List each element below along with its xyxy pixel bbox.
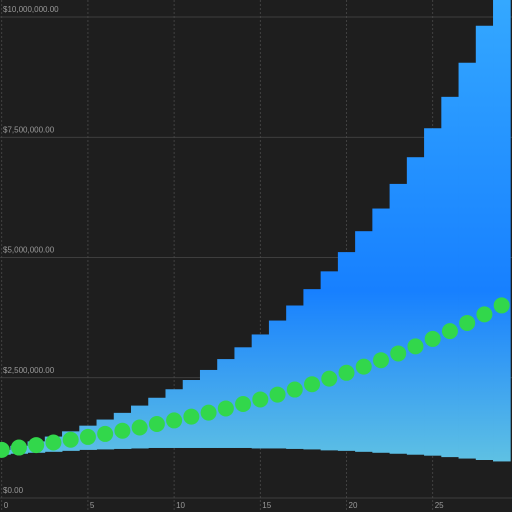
x-tick-label: 20 (349, 501, 358, 510)
median-dot (338, 364, 355, 381)
range-bar (389, 183, 408, 454)
median-dot (235, 396, 252, 413)
median-dot (166, 412, 183, 429)
median-dot (28, 437, 45, 454)
y-tick-label: $5,000,000.00 (3, 246, 55, 255)
y-tick-label: $0.00 (3, 486, 24, 495)
median-dot (407, 338, 424, 355)
range-bar (458, 62, 477, 459)
x-tick-label: 5 (90, 501, 95, 510)
x-tick-label: 15 (262, 501, 271, 510)
median-dot (62, 431, 79, 448)
median-dot (183, 408, 200, 425)
median-dot (114, 422, 131, 439)
range-bar (493, 0, 511, 462)
marks (0, 0, 511, 462)
median-dot (321, 370, 338, 387)
median-dot (372, 352, 389, 369)
median-dot (97, 425, 114, 442)
median-dot (355, 358, 372, 375)
range-bar (286, 305, 304, 449)
x-tick-label: 25 (435, 501, 444, 510)
median-dot (493, 297, 510, 314)
median-dot (200, 404, 217, 421)
median-dot (131, 419, 148, 436)
range-bar (355, 231, 373, 452)
median-dot (441, 323, 458, 340)
labels: $0.00 $2,500,000.00 $5,000,000.00 $7,500,00… (3, 5, 444, 510)
median-dot (45, 434, 62, 451)
median-dot (459, 314, 476, 331)
median-dot (217, 400, 234, 417)
range-bar (475, 25, 494, 461)
range-bar (441, 96, 459, 458)
x-tick-label: 10 (176, 501, 185, 510)
median-dot (10, 439, 27, 456)
median-dot (79, 428, 96, 445)
range-bar (424, 128, 442, 456)
range-bar (303, 289, 322, 450)
range-bar (337, 252, 356, 451)
median-dot (424, 330, 441, 347)
y-tick-label: $7,500,000.00 (3, 125, 55, 134)
median-dot (304, 376, 321, 393)
median-dot (148, 416, 165, 433)
median-dot (252, 391, 269, 408)
median-dot (0, 441, 10, 458)
median-dot (390, 345, 407, 362)
range-bar (406, 157, 425, 455)
median-dot (476, 306, 493, 323)
x-tick-label: 0 (4, 501, 9, 510)
median-dot (286, 381, 303, 398)
y-tick-label: $2,500,000.00 (3, 366, 55, 375)
range-bar (268, 320, 287, 449)
y-tick-label: $10,000,000.00 (3, 5, 59, 14)
range-bar (320, 271, 339, 451)
median-dot (269, 386, 286, 403)
range-bar (372, 208, 391, 453)
